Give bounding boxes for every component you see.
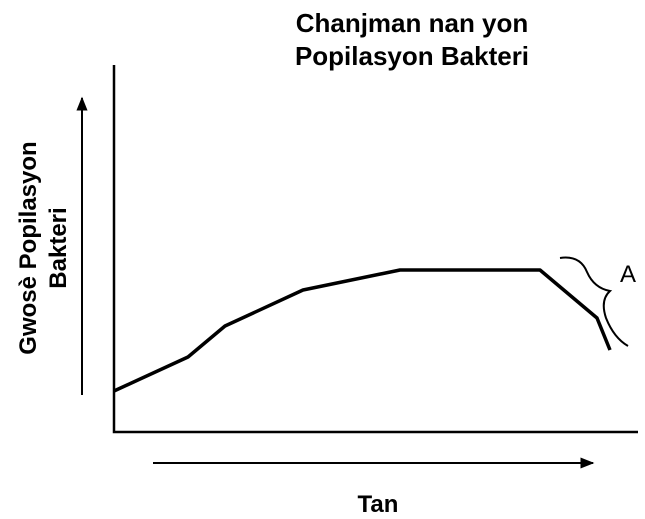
title-line: Popilasyon Bakteri <box>295 41 529 71</box>
axes <box>112 65 638 434</box>
brace <box>559 256 629 347</box>
y-label-line: Bakteri <box>45 207 72 288</box>
y-axis-label: Gwosè Popilasyon Bakteri <box>15 141 72 354</box>
title-line: Chanjman nan yon <box>296 8 529 38</box>
annotation: A <box>620 261 636 288</box>
y-label-line: Gwosè Popilasyon <box>15 141 42 354</box>
x-axis-label: Tan <box>358 491 399 518</box>
population-curve <box>113 268 612 393</box>
